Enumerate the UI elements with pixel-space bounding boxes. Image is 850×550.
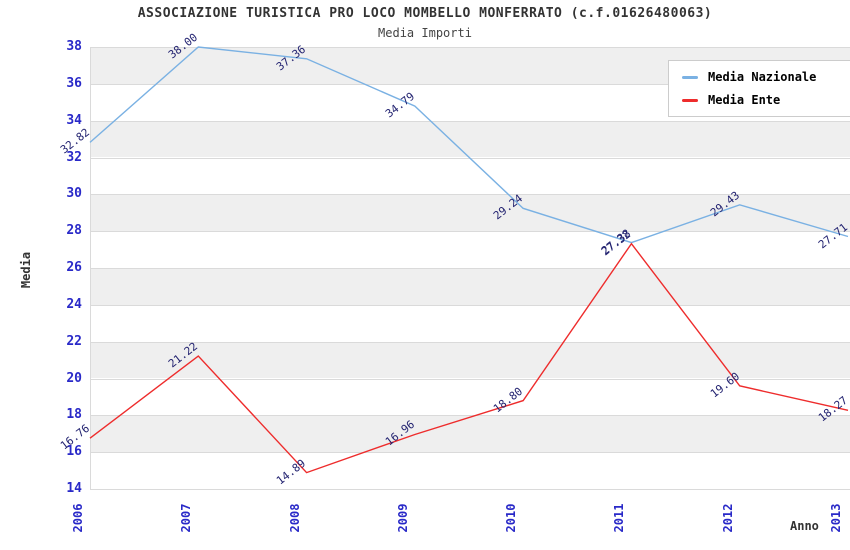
y-tick-label: 24 [66,296,82,312]
x-tick-label: 2012 [720,503,735,533]
plot-band [90,341,850,379]
chart-title: ASSOCIAZIONE TURISTICA PRO LOCO MOMBELLO… [137,6,713,21]
y-tick-label: 28 [66,223,82,239]
gridline-y [90,452,850,454]
x-axis-title: Anno [790,519,819,533]
y-tick-label: 20 [66,370,82,386]
plot-band [90,452,850,489]
gridline-y [90,47,850,48]
y-tick-label: 26 [66,260,82,275]
y-tick-label: 32 [66,149,82,165]
x-tick-label: 2008 [287,503,302,533]
x-tick-label: 2013 [829,503,843,533]
gridline-y [90,268,850,269]
gridline-y [90,120,850,122]
y-tick-label: 14 [66,481,82,496]
y-tick-label: 16 [66,444,82,460]
y-tick-label: 18 [66,407,82,423]
y-tick-label: 30 [66,186,82,202]
gridline-y [90,378,850,380]
gridline-y [90,194,850,196]
plot-band [90,157,850,195]
y-axis-line [90,47,91,489]
plot-band [90,415,850,453]
x-tick-label: 2009 [395,503,410,533]
y-tick-label: 34 [66,112,82,128]
gridline-y [90,231,850,233]
nazionale-line-swatch-icon [682,75,698,79]
ente-line-swatch-icon [682,98,698,102]
y-tick-label: 36 [66,75,82,91]
plot-band [90,194,850,232]
legend-item-media-nazionale: Media Nazionale [682,70,850,84]
gridline-y [90,415,850,417]
y-tick-label: 22 [66,333,82,349]
x-tick-label: 2011 [612,503,627,533]
gridline-y [90,341,850,343]
x-tick-label: 2007 [179,503,194,533]
plot-band [90,231,850,268]
legend-label-ente: Media Ente [708,93,781,107]
plot-band [90,304,850,342]
x-tick-label: 2010 [504,503,519,533]
plot-band [90,378,850,416]
x-tick-label: 2006 [71,503,85,533]
gridline-y [90,489,850,490]
gridline-y [90,157,850,159]
y-tick-label: 38 [66,39,82,54]
plot-band [90,268,850,305]
legend-item-media-ente: Media Ente [682,93,850,107]
chart-subtitle: Media Importi [378,26,472,40]
legend: Media Nazionale Media Ente [668,60,850,117]
legend-label-nazionale: Media Nazionale [708,70,817,84]
gridline-y [90,304,850,306]
plot-band [90,120,850,158]
